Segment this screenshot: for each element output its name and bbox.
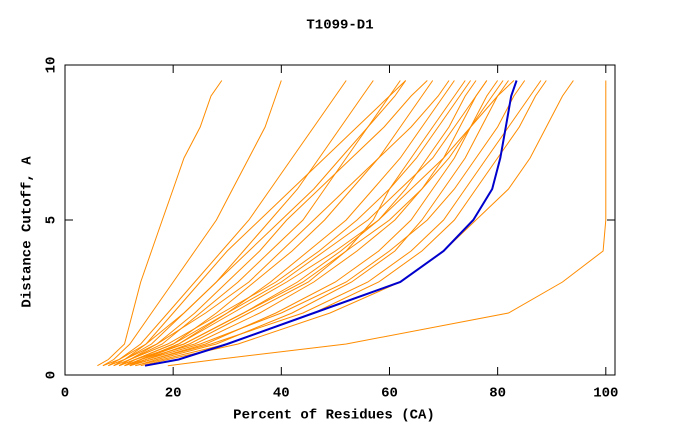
y-axis-label: Distance Cutoff, A xyxy=(20,156,36,308)
data-line xyxy=(124,80,526,367)
data-line xyxy=(129,80,466,367)
data-line xyxy=(129,80,515,367)
data-line xyxy=(118,80,488,367)
data-line xyxy=(144,80,518,367)
data-line xyxy=(129,80,499,367)
x-axis-label: Percent of Residues (CA) xyxy=(233,408,435,424)
data-line xyxy=(113,80,407,367)
x-tick-label: 100 xyxy=(593,386,618,402)
data-line xyxy=(113,80,472,367)
data-line xyxy=(129,80,455,367)
plot-frame xyxy=(64,64,616,376)
data-line xyxy=(102,80,282,367)
x-tick-label: 60 xyxy=(381,386,398,402)
data-line xyxy=(140,80,574,367)
data-line xyxy=(129,80,542,367)
x-tick-label: 40 xyxy=(273,386,290,402)
x-tick-label: 20 xyxy=(165,386,182,402)
data-line xyxy=(97,80,223,367)
y-tick-label: 0 xyxy=(44,371,60,379)
x-tick-label: 0 xyxy=(61,386,69,402)
chart-title: T1099-D1 xyxy=(306,18,373,34)
data-line xyxy=(124,80,488,367)
y-tick-label: 5 xyxy=(44,216,60,224)
data-line xyxy=(118,80,428,367)
x-tick-label: 80 xyxy=(489,386,506,402)
data-line xyxy=(108,80,347,367)
data-line xyxy=(124,80,504,367)
data-line xyxy=(102,80,407,367)
data-line xyxy=(113,80,374,367)
data-line xyxy=(167,80,607,367)
data-line xyxy=(135,80,547,367)
data-line xyxy=(118,80,401,367)
y-tick-label: 10 xyxy=(44,57,60,74)
